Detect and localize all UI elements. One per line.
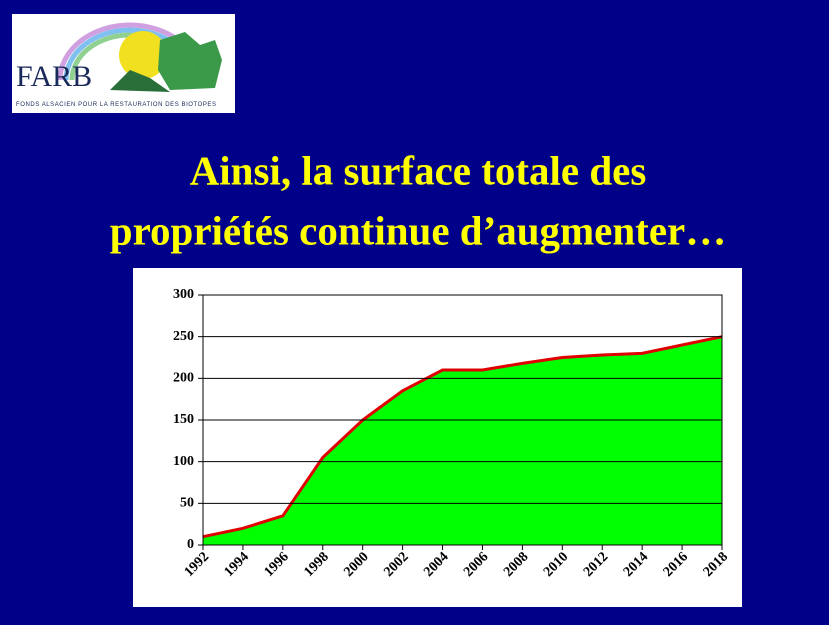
- y-tick-label: 200: [173, 371, 194, 386]
- slide: FARB FONDS ALSACIEN POUR LA RESTAURATION…: [0, 0, 829, 625]
- logo: FARB FONDS ALSACIEN POUR LA RESTAURATION…: [12, 14, 235, 113]
- y-tick-label: 100: [173, 454, 194, 469]
- y-tick-label: 50: [180, 496, 194, 511]
- y-tick-label: 250: [173, 329, 194, 344]
- page: {"logo": {"name": "FARB", "subtitle": "F…: [0, 0, 829, 625]
- y-tick-label: 150: [173, 412, 194, 427]
- title-line: propriétés continue d’augmenter…: [110, 207, 726, 253]
- logo-name: FARB: [16, 60, 92, 93]
- y-tick-label: 0: [187, 537, 194, 552]
- y-tick-label: 300: [173, 287, 194, 302]
- title-line: Ainsi, la surface totale des: [190, 147, 647, 193]
- logo-subtitle: FONDS ALSACIEN POUR LA RESTAURATION DES …: [16, 102, 216, 108]
